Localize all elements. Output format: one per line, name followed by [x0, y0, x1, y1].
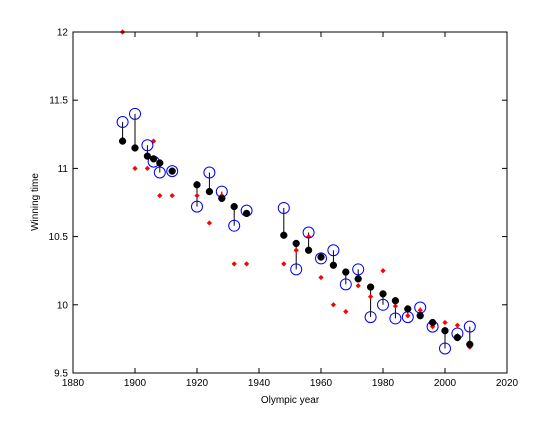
x-axis-label: Olympic year: [261, 395, 320, 406]
black-dot-point: [304, 246, 313, 254]
red-diamond-point: [243, 261, 250, 267]
y-axis-ticks: 9.5 10 10.5 11 11.5 12: [49, 28, 507, 380]
blue-circle-point: [203, 166, 216, 179]
blue-circle-point: [302, 226, 315, 239]
y-tick-label: 10: [57, 300, 69, 311]
red-diamond-point: [429, 323, 436, 330]
plot-background: [73, 32, 507, 373]
black-dot-point: [466, 340, 474, 349]
black-dot-point: [329, 261, 338, 269]
red-diamond-point: [343, 308, 349, 315]
red-diamond-point: [355, 283, 361, 289]
black-dot-point: [366, 283, 375, 291]
x-tick-label: 1920: [186, 378, 209, 389]
blue-circle-point: [191, 200, 203, 213]
x-tick-label: 1940: [248, 378, 271, 389]
black-dot-point: [342, 268, 350, 276]
black-dot-point: [118, 137, 127, 145]
red-diamond-point: [169, 193, 175, 199]
blue-circle-point: [166, 165, 179, 178]
red-diamond-point: [293, 247, 299, 253]
plot-frame: [72, 31, 508, 374]
series-blue-circles: [116, 107, 476, 355]
blue-circle-point: [290, 263, 303, 276]
blue-circle-point: [463, 320, 476, 333]
red-diamond-point: [367, 293, 374, 300]
y-tick-label: 12: [57, 28, 69, 39]
red-diamond-point: [144, 165, 151, 172]
blue-circle-point: [389, 312, 402, 325]
black-dot-point: [453, 333, 462, 342]
black-dot-point: [168, 167, 176, 175]
red-diamond-point: [392, 303, 399, 309]
black-dot-point: [131, 144, 139, 152]
x-tick-label: 2000: [434, 378, 457, 389]
blue-circle-point: [153, 166, 166, 179]
black-dot-point: [143, 152, 152, 160]
blue-circle-point: [339, 278, 352, 291]
black-dot-point: [280, 231, 288, 239]
blue-circle-point: [352, 263, 365, 276]
black-dot-point: [242, 209, 251, 218]
x-tick-label: 1980: [372, 378, 395, 389]
blue-circle-point: [377, 298, 389, 311]
blue-circle-point: [327, 244, 340, 257]
x-tick-label: 1880: [62, 378, 85, 389]
blue-circle-point: [129, 107, 141, 120]
red-diamond-point: [330, 302, 337, 308]
red-diamond-point: [206, 220, 213, 226]
y-tick-label: 11: [58, 164, 69, 175]
black-dot-point: [193, 181, 201, 189]
black-dot-point: [292, 239, 300, 248]
series-black-dots: [118, 137, 474, 349]
black-dot-point: [404, 305, 412, 313]
black-dot-point: [218, 194, 226, 203]
blue-circle-point: [141, 139, 154, 152]
blue-circle-point: [315, 252, 327, 265]
black-dot-point: [441, 327, 449, 335]
x-tick-label: 1960: [310, 378, 333, 389]
black-dot-point: [379, 290, 387, 298]
black-dot-point: [149, 155, 158, 163]
red-diamond-point: [194, 193, 200, 199]
black-dot-point: [391, 297, 400, 305]
x-tick-label: 2020: [496, 378, 519, 389]
blue-circle-point: [228, 219, 241, 232]
blue-circle-point: [439, 342, 451, 355]
red-diamond-point: [380, 268, 386, 274]
black-dot-point: [428, 318, 437, 327]
red-diamond-point: [231, 261, 237, 267]
black-dot-point: [416, 312, 424, 320]
y-tick-label: 10.5: [49, 232, 69, 243]
black-dot-point: [354, 275, 362, 283]
y-tick-label: 9.5: [54, 369, 68, 380]
red-diamond-point: [157, 193, 163, 199]
y-tick-label: 11.5: [49, 96, 68, 107]
x-tick-label: 1900: [124, 378, 147, 389]
blue-circle-point: [364, 311, 377, 324]
black-dot-point: [205, 187, 214, 196]
red-diamond-point: [281, 261, 287, 267]
red-diamond-point: [318, 274, 324, 281]
x-axis-ticks: 1880 1900 1920 1940 1960 1980 2000 2020: [62, 32, 519, 389]
blue-circle-point: [116, 116, 129, 129]
black-dot-point: [156, 159, 164, 167]
blue-circle-point: [277, 201, 290, 214]
black-dot-point: [317, 253, 325, 261]
red-diamond-point: [442, 319, 448, 326]
red-diamond-point: [405, 313, 411, 319]
black-dot-point: [230, 202, 238, 211]
red-diamond-point: [132, 165, 138, 172]
y-axis-label: Winning time: [30, 173, 41, 231]
